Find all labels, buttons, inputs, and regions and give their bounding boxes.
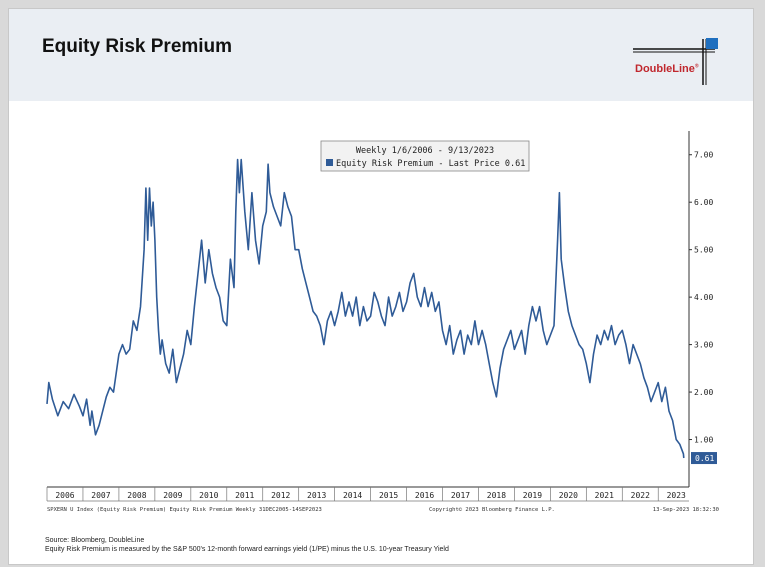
y-tick-label: 5.00 xyxy=(694,246,713,255)
y-tick-label: 3.00 xyxy=(694,341,713,350)
series-line-equity-risk-premium xyxy=(46,158,685,459)
x-tick-label: 2009 xyxy=(163,491,182,500)
footer: Source: Bloomberg, DoubleLine Equity Ris… xyxy=(45,536,449,554)
source-note: Source: Bloomberg, DoubleLine xyxy=(45,537,145,544)
logo-text: DoubleLine® xyxy=(635,63,699,75)
x-tick-label: 2023 xyxy=(667,491,686,500)
header-band xyxy=(9,9,753,101)
x-tick-label: 2021 xyxy=(595,491,614,500)
x-tick-label: 2008 xyxy=(127,491,146,500)
y-tick-label: 2.00 xyxy=(694,388,713,397)
y-tick-label: 4.00 xyxy=(694,293,713,302)
legend-series-label: Equity Risk Premium - Last Price 0.61 xyxy=(336,159,525,169)
source-mid-text: Copyright© 2023 Bloomberg Finance L.P. xyxy=(429,507,555,513)
slide: Equity Risk Premium DoubleLine® 1.00 2.00… xyxy=(8,8,754,565)
y-tick-label: 1.00 xyxy=(694,436,713,445)
equity-risk-premium-chart: 1.00 2.00 3.00 4.00 5.00 6.00 7.00 2006 2007 2008… xyxy=(46,131,719,513)
legend-box xyxy=(320,140,530,172)
x-tick-label: 2022 xyxy=(631,491,650,500)
last-price-badge xyxy=(691,452,717,465)
source-right-text: 13-Sep-2023 18:32:30 xyxy=(653,507,719,513)
y-tick-label: 6.00 xyxy=(694,198,713,207)
x-tick-label: 2007 xyxy=(91,491,110,500)
last-price-label: 0.61 xyxy=(695,454,714,463)
x-tick-label: 2017 xyxy=(451,491,470,500)
x-tick-label: 2010 xyxy=(199,491,218,500)
x-tick-label: 2012 xyxy=(271,491,290,500)
doubleline-logo: DoubleLine® xyxy=(633,35,723,85)
legend-title: Weekly 1/6/2006 - 9/13/2023 xyxy=(356,146,494,156)
x-tick-label: 2016 xyxy=(415,491,434,500)
logo-mark-icon xyxy=(633,38,718,85)
x-tick-label: 2011 xyxy=(235,491,254,500)
x-tick-label: 2020 xyxy=(559,491,578,500)
x-tick-label: 2018 xyxy=(487,491,506,500)
legend-swatch xyxy=(326,159,333,166)
y-tick-label: 7.00 xyxy=(694,151,713,160)
x-tick-label: 2006 xyxy=(55,491,74,500)
source-left-text: SPXERN U Index (Equity Risk Premium) Equ… xyxy=(47,507,322,513)
x-tick-label: 2019 xyxy=(523,491,542,500)
x-tick-label: 2014 xyxy=(343,491,362,500)
x-tick-label: 2013 xyxy=(307,491,326,500)
x-tick-label: 2015 xyxy=(379,491,398,500)
page-title: Equity Risk Premium xyxy=(42,36,233,57)
definition-note: Equity Risk Premium is measured by the S… xyxy=(45,546,449,553)
